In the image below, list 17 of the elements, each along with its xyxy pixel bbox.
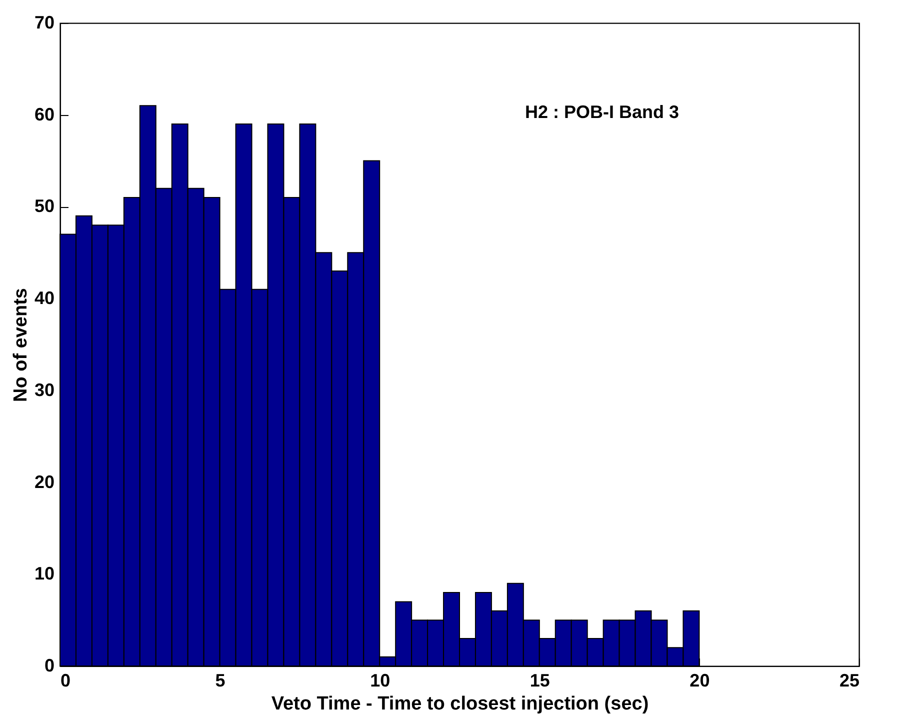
x-axis-title: Veto Time - Time to closest injection (sec) bbox=[271, 694, 649, 714]
x-tick-label: 5 bbox=[215, 670, 226, 690]
y-tick-label: 50 bbox=[34, 196, 54, 216]
annotation: H2 : POB-I Band 3 bbox=[525, 102, 680, 122]
y-axis-title: No of events bbox=[10, 288, 32, 402]
y-tick-label: 60 bbox=[34, 104, 54, 124]
x-tick-label: 25 bbox=[839, 670, 860, 690]
y-tick-label: 70 bbox=[34, 12, 54, 32]
x-tick-label: 20 bbox=[690, 670, 710, 690]
x-tick-label: 15 bbox=[530, 670, 550, 690]
x-tick-label: 10 bbox=[370, 670, 390, 690]
y-tick-label: 30 bbox=[34, 380, 54, 400]
y-tick-label: 20 bbox=[34, 472, 54, 492]
x-tick-label: 0 bbox=[60, 670, 71, 690]
y-tick-label: 0 bbox=[44, 656, 54, 676]
y-tick-label: 10 bbox=[34, 564, 54, 584]
y-tick-label: 40 bbox=[34, 288, 54, 308]
